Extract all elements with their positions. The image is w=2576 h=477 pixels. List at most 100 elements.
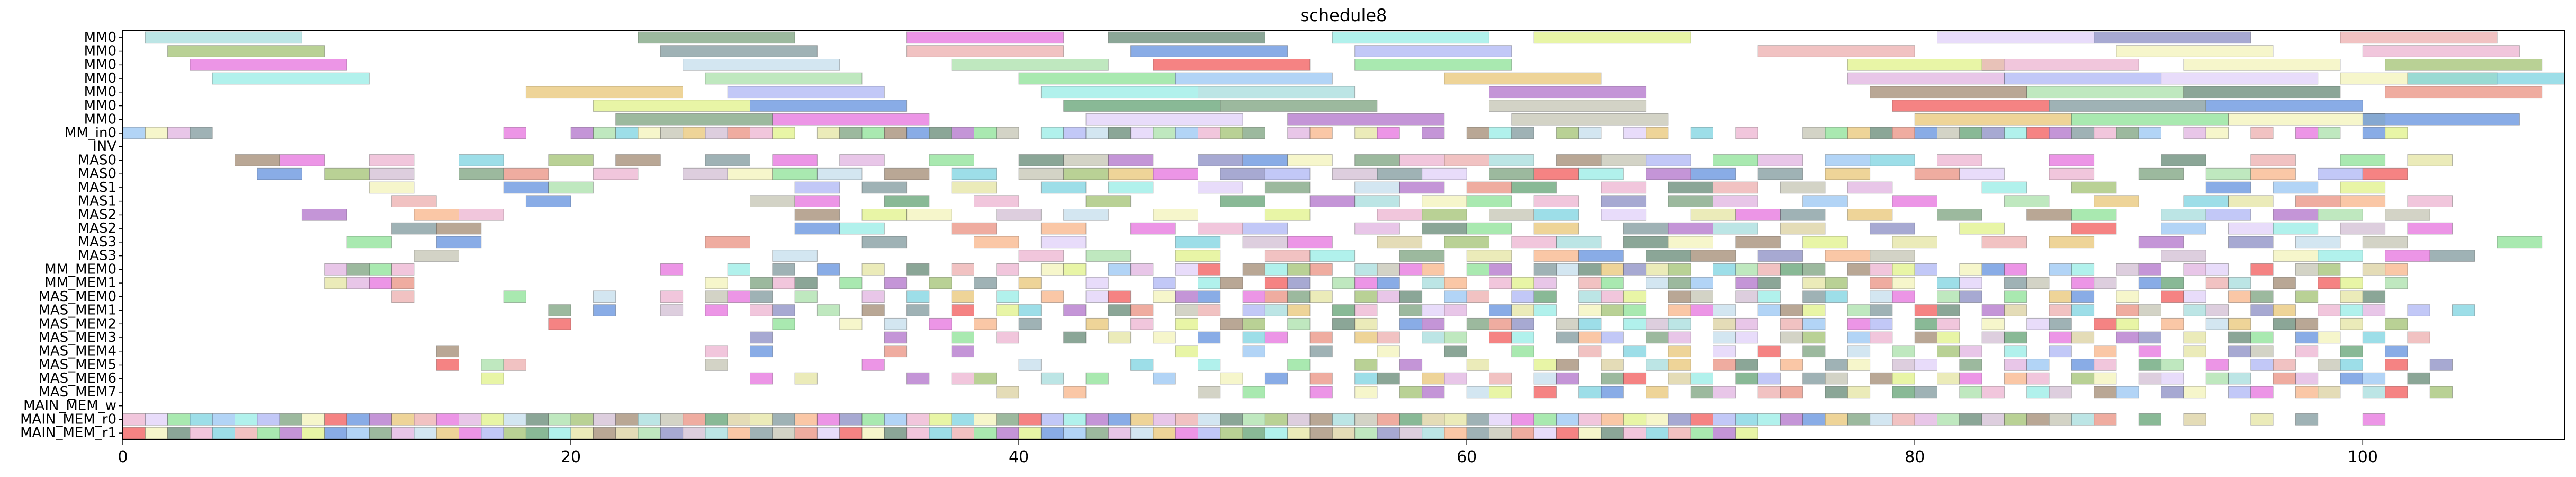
x-tick-label: 20 [561,448,581,466]
task-bar [1198,263,1221,276]
y-tick-label: MAS_MEM6 [38,370,116,386]
task-bar [1354,359,1378,371]
task-bar [1175,290,1198,303]
task-bar [1422,413,1445,426]
task-bar [2161,277,2184,289]
task-bar [1309,263,1333,276]
task-bar [1892,263,1915,276]
task-bar [593,290,616,303]
task-bar [1198,331,1221,344]
task-bar [481,427,504,439]
task-bar [212,72,370,85]
task-bar [1153,372,1176,385]
task-bar [2094,386,2117,399]
task-bar [570,427,594,439]
task-bar [2116,304,2139,316]
task-bar [1870,222,1915,235]
task-bar [1914,263,1937,276]
task-bar [2183,345,2206,358]
task-bar [1533,290,1557,303]
task-bar [1623,372,1647,385]
task-bar [570,413,594,426]
task-bar [1153,427,1176,439]
task-bar [1646,331,1669,344]
task-bar [683,427,706,439]
task-bar [2318,250,2363,262]
task-bar [548,181,594,194]
task-bar [1130,427,1154,439]
task-bar [2429,386,2453,399]
task-bar [593,167,639,180]
task-bar [1847,72,2005,85]
task-bar [1646,427,1669,439]
task-bar [1802,345,1826,358]
task-bar [459,209,504,221]
task-bar [1399,304,1423,316]
task-bar [1757,386,1781,399]
y-tick-label: MAS_MEM7 [38,384,116,400]
task-bar [1198,413,1221,426]
task-bar [1511,345,1534,358]
task-bar [2385,250,2430,262]
task-bar [1466,290,1489,303]
y-tick-label: MAS_MEM2 [38,316,116,332]
task-bar [1601,277,1624,289]
task-bar [1646,317,1669,330]
task-bar [2004,195,2050,207]
task-bar [1870,250,1915,262]
task-bar [1130,317,1154,330]
task-bar [1646,127,1669,139]
task-bar [2138,345,2161,358]
task-bar [1377,372,1400,385]
y-tick-label: MM_MEM0 [44,261,116,277]
task-bar [2026,86,2184,99]
y-tick-label: MAS0 [78,166,116,182]
task-bar [1780,386,1803,399]
task-bar [996,263,1019,276]
y-tick-label: MAS_MEM3 [38,330,116,346]
task-bar [750,127,773,139]
task-bar [660,304,684,316]
task-bar [2295,317,2319,330]
task-bar [1242,127,1265,139]
task-bar [369,413,392,426]
task-bar [1959,386,1982,399]
task-bar [884,277,908,289]
task-bar [1354,290,1378,303]
task-bar [414,413,437,426]
task-bar [727,427,750,439]
task-bar [1153,277,1176,289]
task-bar [2205,209,2251,221]
y-tick-label: MM0 [84,57,116,73]
task-bar [1735,277,1758,289]
task-bar [1309,195,1356,207]
task-bar [951,413,974,426]
task-bar [1444,345,1467,358]
task-bar [1108,167,1154,180]
task-bar [1690,250,1736,262]
task-bar [1601,181,1647,194]
task-bar [2205,167,2251,180]
task-bar [2183,290,2206,303]
task-bar [1735,127,1758,139]
task-bar [503,181,549,194]
task-bar [1130,359,1154,371]
task-bar [1556,372,1579,385]
task-bar [2161,290,2184,303]
task-bar [2071,359,2095,371]
task-bar [615,113,773,126]
task-bar [1646,386,1669,399]
task-bar [190,127,213,139]
task-bar [906,290,930,303]
task-bar [145,427,168,439]
task-bar [2250,386,2274,399]
task-bar [1825,413,1848,426]
task-bar [794,427,818,439]
task-bar [1668,359,1691,371]
task-bar [1063,386,1087,399]
task-bar [929,427,952,439]
task-bar [906,413,930,426]
task-bar [2295,331,2319,344]
task-bar [1825,372,1848,385]
task-bar [750,413,773,426]
